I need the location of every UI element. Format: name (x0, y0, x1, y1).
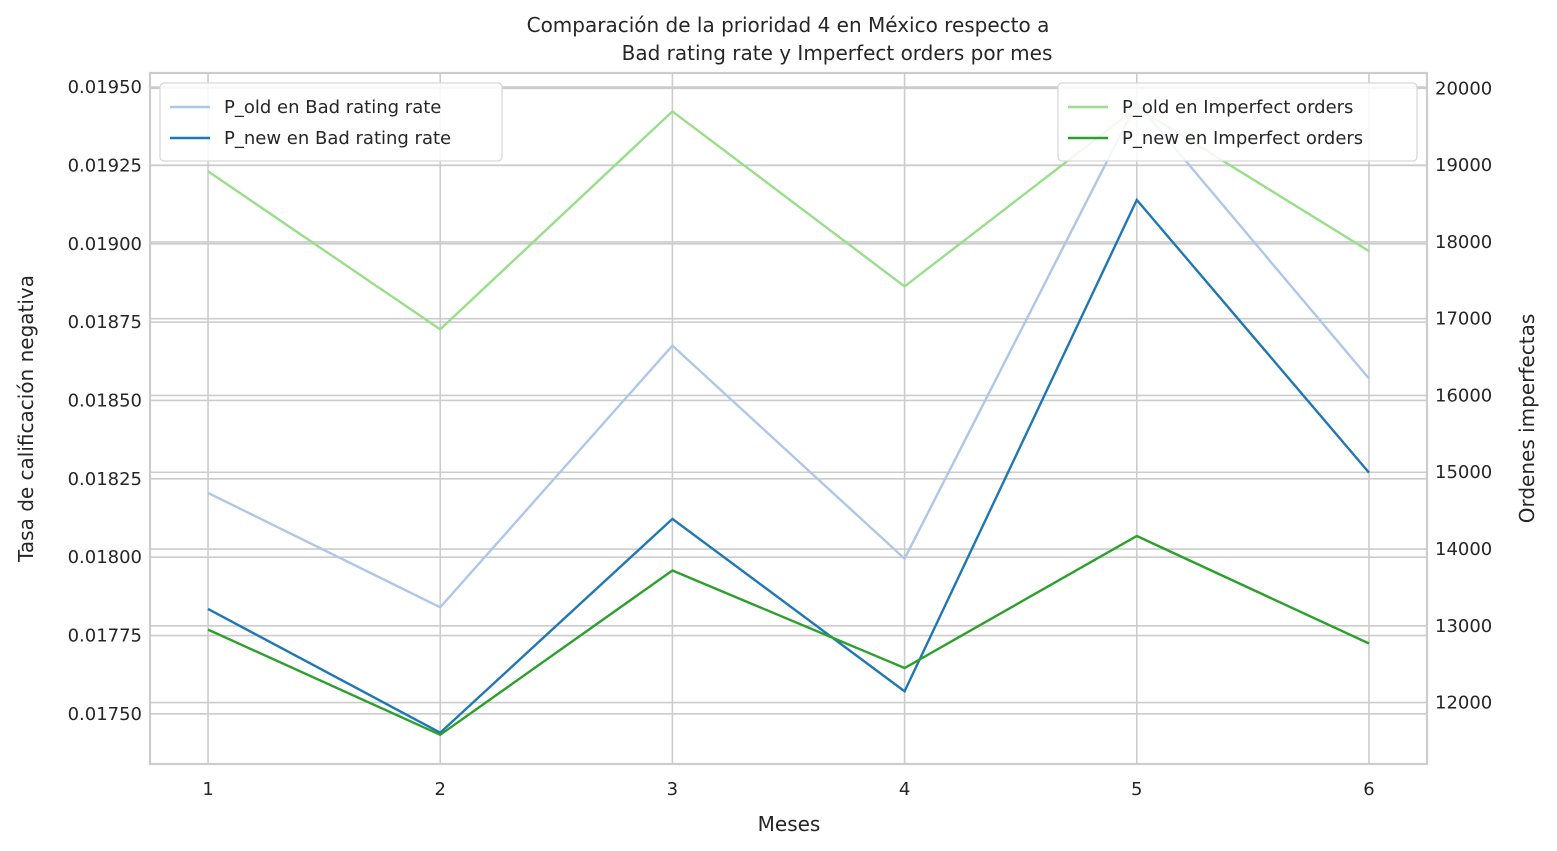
y-right-tick-label: 16000 (1435, 385, 1492, 406)
y-right-tick-label: 12000 (1435, 693, 1492, 714)
y-left-tick-label: 0.01900 (68, 234, 142, 255)
y-right-tick-label: 18000 (1435, 232, 1492, 253)
y-right-tick-label: 19000 (1435, 155, 1492, 176)
grid-layer (150, 73, 1427, 764)
y-right-tick-label: 15000 (1435, 462, 1492, 483)
y-left-tick-label: 0.01800 (68, 547, 142, 568)
y-left-tick-label: 0.01950 (68, 77, 142, 98)
legend-right: P_old en Imperfect orders P_new en Imperf… (1057, 82, 1418, 162)
plot-frame (148, 71, 1429, 766)
x-axis-label: Meses (758, 812, 821, 836)
series-line-4 (207, 534, 1370, 737)
y-left-tick-label: 0.01750 (68, 704, 142, 725)
y-axis-right-label: Ordenes imperfectas (1515, 314, 1539, 524)
series-line-2 (207, 197, 1370, 735)
y-right-tick-label: 20000 (1435, 78, 1492, 99)
legend-label: P_new en Bad rating rate (224, 128, 451, 149)
y-right-tick-label: 17000 (1435, 309, 1492, 330)
y-right-tick-label: 13000 (1435, 616, 1492, 637)
series-line-1 (207, 100, 1370, 609)
x-tick-label: 1 (202, 779, 213, 800)
y-left-tick-label: 0.01825 (68, 469, 142, 490)
x-tick-label: 3 (667, 779, 678, 800)
legend-label: P_old en Bad rating rate (224, 97, 441, 118)
y-left-tick-label: 0.01925 (68, 155, 142, 176)
x-tick-label: 4 (899, 779, 910, 800)
x-tick-label: 5 (1131, 779, 1142, 800)
legend-left: P_old en Bad rating rate P_new en Bad rat… (159, 82, 503, 162)
y-left-tick-label: 0.01775 (68, 626, 142, 647)
series-layer (207, 100, 1370, 737)
chart-title-line-1: Comparación de la prioridad 4 en México … (527, 13, 1050, 37)
legend-label: P_old en Imperfect orders (1122, 97, 1353, 118)
x-tick-label: 6 (1363, 779, 1374, 800)
y-left-tick-label: 0.01850 (68, 390, 142, 411)
y-right-tick-label: 14000 (1435, 539, 1492, 560)
y-left-tick-label: 0.01875 (68, 312, 142, 333)
chart-title-line-2: Bad rating rate y Imperfect orders por m… (622, 41, 1053, 65)
ticks-layer: 1 2 3 4 5 6 0.01750 0.01775 0.01800 0.01825 0.0185… (68, 77, 1493, 800)
legend-label: P_new en Imperfect orders (1122, 128, 1363, 149)
legend-box (159, 82, 503, 162)
y-axis-left-label: Tasa de calificación negativa (14, 275, 38, 563)
legend-box (1057, 82, 1418, 162)
x-tick-label: 2 (435, 779, 446, 800)
